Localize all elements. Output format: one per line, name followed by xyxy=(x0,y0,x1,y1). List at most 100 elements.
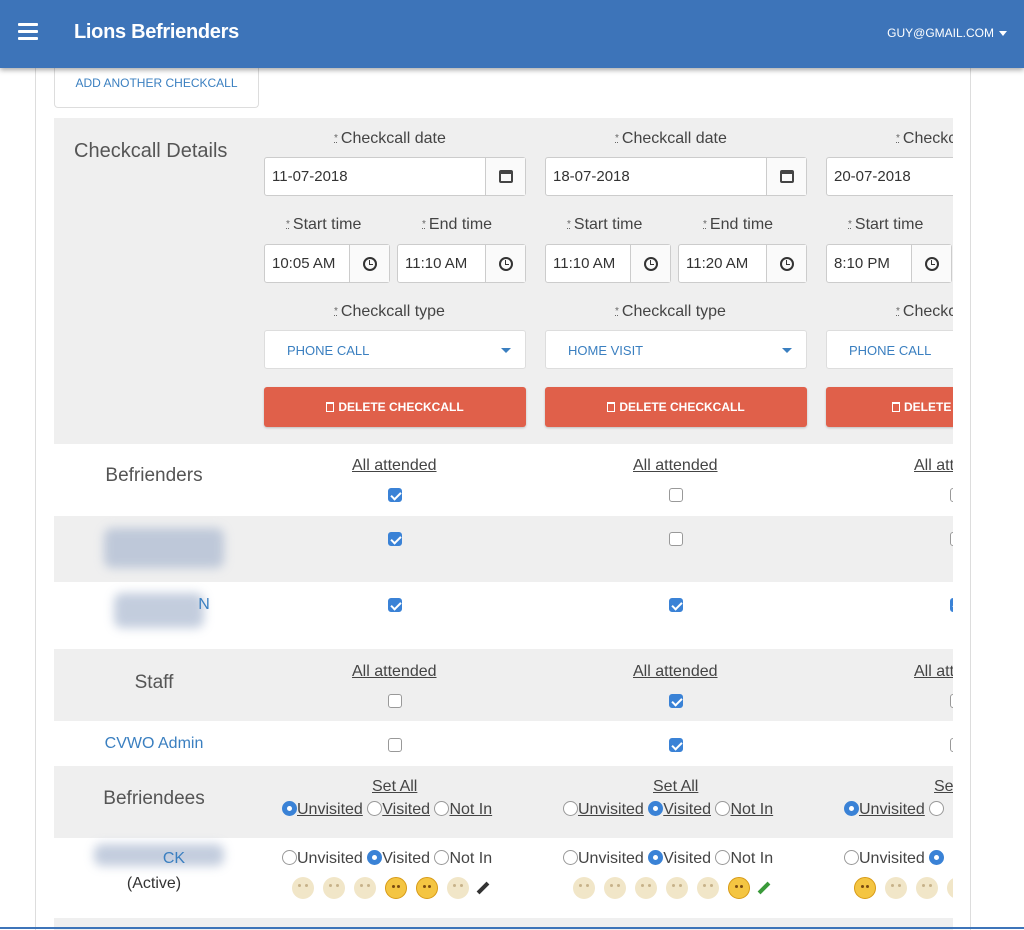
attended-checkbox[interactable] xyxy=(669,598,683,612)
redacted-name xyxy=(94,844,224,866)
trash-icon xyxy=(607,402,616,412)
all-attended-link[interactable]: All attended xyxy=(352,663,437,680)
all-attended-link[interactable]: All attended xyxy=(633,457,718,474)
pencil-icon[interactable] xyxy=(757,881,771,895)
start-time-field[interactable]: 11:10 AM xyxy=(545,244,671,283)
checkcall-date-field[interactable]: 18-07-2018 xyxy=(545,157,807,196)
checkcall-type-label: *Checkcall type xyxy=(334,303,445,320)
radio-visited[interactable] xyxy=(648,801,664,816)
set-all-link[interactable]: Set All xyxy=(653,778,699,795)
mood-angry-icon[interactable] xyxy=(635,877,657,899)
all-attended-link[interactable]: All attended xyxy=(914,663,953,680)
checkcall-type-select[interactable]: PHONE CALL xyxy=(826,330,953,369)
all-attended-link[interactable]: All attended xyxy=(633,663,718,680)
radio-not-in[interactable] xyxy=(715,801,731,816)
checkcall-type-select[interactable]: HOME VISIT xyxy=(545,330,807,369)
all-attended-link[interactable]: All attended xyxy=(352,457,437,474)
section-title-checkcall-details: Checkcall Details xyxy=(74,140,228,162)
radio-unvisited[interactable] xyxy=(563,801,578,816)
all-attended-checkbox[interactable] xyxy=(950,694,953,708)
redacted-name xyxy=(104,528,224,568)
mood-angry-icon[interactable] xyxy=(354,877,376,899)
checkcall-date-field[interactable]: 20-07-2018 xyxy=(826,157,953,196)
attended-checkbox[interactable] xyxy=(950,532,953,546)
mood-sad-icon[interactable] xyxy=(604,877,626,899)
all-attended-checkbox[interactable] xyxy=(950,488,953,502)
radio-unvisited[interactable] xyxy=(563,850,578,865)
set-all-link[interactable]: Set All xyxy=(372,778,418,795)
radio-unvisited[interactable] xyxy=(844,801,859,816)
all-attended-checkbox[interactable] xyxy=(388,488,402,502)
radio-unvisited[interactable] xyxy=(282,801,297,816)
radio-not-in[interactable] xyxy=(434,850,450,865)
clock-icon[interactable] xyxy=(911,245,951,282)
checkcall-type-select[interactable]: PHONE CALL xyxy=(264,330,526,369)
start-time-label: * Start time xyxy=(567,216,643,233)
radio-not-in[interactable] xyxy=(715,850,731,865)
all-attended-link[interactable]: All attended xyxy=(914,457,953,474)
clock-icon[interactable] xyxy=(630,245,670,282)
calendar-icon[interactable] xyxy=(766,158,806,195)
mood-confused-icon[interactable] xyxy=(697,877,719,899)
delete-checkcall-button[interactable]: DELETE CHECKCALL xyxy=(545,387,807,427)
attended-checkbox[interactable] xyxy=(669,738,683,752)
attended-checkbox[interactable] xyxy=(669,532,683,546)
set-all-link[interactable]: Set All xyxy=(934,778,953,795)
set-all-radio-group: Unvisited xyxy=(844,801,945,819)
all-attended-checkbox[interactable] xyxy=(388,694,402,708)
start-time-field[interactable]: 10:05 AM xyxy=(264,244,390,283)
clock-icon[interactable] xyxy=(349,245,389,282)
radio-visited[interactable] xyxy=(929,850,945,865)
mood-scared-icon[interactable] xyxy=(385,877,407,899)
checkcall-type-label: *Checkcall type xyxy=(615,303,726,320)
mood-happy-icon[interactable] xyxy=(854,877,876,899)
radio-visited[interactable] xyxy=(367,801,383,816)
mood-cool-icon[interactable] xyxy=(728,877,750,899)
radio-visited[interactable] xyxy=(648,850,664,865)
menu-icon[interactable] xyxy=(18,23,38,41)
befriender-name[interactable]: N xyxy=(198,596,210,613)
mood-scared-icon[interactable] xyxy=(947,877,953,899)
start-time-label: * Start time xyxy=(848,216,924,233)
checkcall-date-field[interactable]: 11-07-2018 xyxy=(264,157,526,196)
attended-checkbox[interactable] xyxy=(950,598,953,612)
attended-checkbox[interactable] xyxy=(388,598,402,612)
attended-checkbox[interactable] xyxy=(950,738,953,752)
checkcall-date-label: *Checkcall date xyxy=(896,130,953,147)
radio-visited[interactable] xyxy=(929,801,945,816)
caret-down-icon xyxy=(999,31,1007,37)
attended-checkbox[interactable] xyxy=(388,738,402,752)
radio-visited[interactable] xyxy=(367,850,383,865)
radio-unvisited[interactable] xyxy=(282,850,297,865)
delete-checkcall-button[interactable]: DELETE CHECKCALL xyxy=(826,387,953,427)
attended-checkbox[interactable] xyxy=(388,532,402,546)
end-time-field[interactable]: 11:20 AM xyxy=(678,244,807,283)
brand-title[interactable]: Lions Befrienders xyxy=(74,21,239,43)
redacted-name xyxy=(114,593,204,628)
all-attended-checkbox[interactable] xyxy=(669,488,683,502)
mood-happy-icon[interactable] xyxy=(292,877,314,899)
calendar-icon[interactable] xyxy=(485,158,525,195)
radio-unvisited[interactable] xyxy=(844,850,859,865)
mood-icons xyxy=(292,877,490,899)
befrienders-heading: Befrienders xyxy=(105,465,203,486)
mood-scared-icon[interactable] xyxy=(666,877,688,899)
clock-icon[interactable] xyxy=(766,245,806,282)
pencil-icon[interactable] xyxy=(476,881,490,895)
mood-cool-icon[interactable] xyxy=(447,877,469,899)
start-time-field[interactable]: 8:10 PM xyxy=(826,244,952,283)
clock-icon[interactable] xyxy=(485,245,525,282)
mood-sad-icon[interactable] xyxy=(323,877,345,899)
user-menu[interactable]: GUY@GMAIL.COM xyxy=(887,26,1007,40)
mood-angry-icon[interactable] xyxy=(916,877,938,899)
end-time-field[interactable]: 11:10 AM xyxy=(397,244,526,283)
mood-confused-icon[interactable] xyxy=(416,877,438,899)
all-attended-checkbox[interactable] xyxy=(669,694,683,708)
staff-name[interactable]: CVWO Admin xyxy=(104,735,204,752)
radio-not-in[interactable] xyxy=(434,801,450,816)
delete-checkcall-button[interactable]: DELETE CHECKCALL xyxy=(264,387,526,427)
mood-happy-icon[interactable] xyxy=(573,877,595,899)
befriendee-name[interactable]: CK xyxy=(162,850,186,867)
mood-sad-icon[interactable] xyxy=(885,877,907,899)
add-checkcall-button[interactable]: ADD ANOTHER CHECKCALL xyxy=(54,62,259,108)
